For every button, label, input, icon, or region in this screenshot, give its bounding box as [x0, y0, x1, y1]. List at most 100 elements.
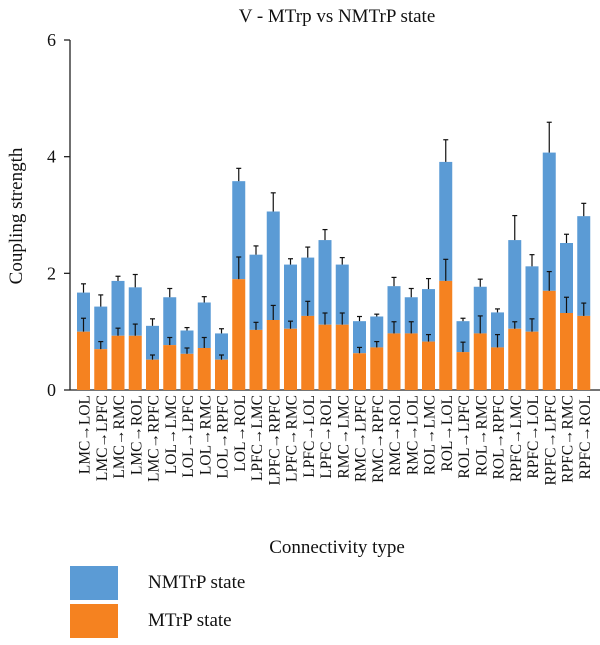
- bar-mtrp: [387, 333, 401, 390]
- bar-nmtrp: [353, 321, 366, 354]
- x-tick-label: LPFC→RMC: [284, 395, 301, 482]
- bar-mtrp: [163, 345, 177, 390]
- x-tick-label: RMC→LPFC: [353, 395, 370, 482]
- bar-nmtrp: [249, 254, 263, 330]
- bar-nmtrp: [128, 287, 142, 336]
- bar-nmtrp: [318, 240, 332, 325]
- x-tick-label: LOL→LMC: [163, 395, 180, 474]
- x-tick-label: RMC→LMC: [335, 395, 352, 479]
- bar-mtrp: [508, 328, 522, 390]
- bar-nmtrp: [370, 316, 384, 348]
- bar-nmtrp: [284, 264, 297, 329]
- bar-nmtrp: [542, 152, 556, 291]
- x-tick-labels: LMC→LOL LMC→LPFC LMC→RMC LMC→ROL LMC→RPFC LOL…: [77, 395, 594, 485]
- x-tick-label: RPFC→LPFC: [542, 395, 559, 485]
- x-tick-label: LMC→LOL: [77, 395, 94, 474]
- x-tick-label: ROL→LMC: [422, 395, 439, 475]
- bar-mtrp: [284, 328, 297, 390]
- bar-nmtrp: [146, 325, 159, 360]
- bar-mtrp: [77, 331, 90, 390]
- bar-mtrp: [456, 352, 470, 390]
- bar-mtrp: [577, 315, 591, 390]
- x-tick-label: RPFC→LMC: [508, 395, 525, 482]
- bar-nmtrp: [301, 257, 315, 316]
- bar-nmtrp: [508, 240, 522, 329]
- y-axis-label: Coupling strength: [6, 147, 27, 284]
- bar-mtrp: [301, 315, 315, 390]
- y-tick-label: 0: [47, 380, 56, 400]
- bar-nmtrp: [491, 312, 504, 348]
- bars: [77, 121, 591, 390]
- bar-nmtrp: [387, 286, 401, 334]
- x-tick-label: LOL→RPFC: [215, 395, 232, 479]
- bar-mtrp: [111, 335, 125, 390]
- bar-nmtrp: [180, 330, 194, 354]
- x-tick-label: LOL→ROL: [232, 395, 249, 472]
- x-tick-label: RMC→RPFC: [370, 395, 387, 483]
- bar-mtrp: [473, 333, 487, 390]
- bar-mtrp: [318, 324, 332, 390]
- x-tick-label: ROL→LPFC: [456, 395, 473, 479]
- legend-label-nmtrp: NMTrP state: [148, 572, 246, 593]
- bar-mtrp: [215, 359, 228, 390]
- y-tick-label: 4: [47, 147, 56, 167]
- bar-mtrp: [422, 341, 435, 390]
- bar-nmtrp: [77, 292, 90, 332]
- bar-nmtrp: [94, 306, 108, 350]
- bar-mtrp: [542, 290, 556, 390]
- bar-mtrp: [249, 329, 263, 390]
- legend-swatch-mtrp: [70, 604, 118, 638]
- x-tick-label: LMC→ROL: [128, 395, 145, 475]
- bar-nmtrp: [525, 266, 539, 332]
- bar-mtrp: [180, 353, 194, 390]
- bar-mtrp: [266, 320, 280, 390]
- x-tick-label: RMC→LOL: [404, 395, 421, 475]
- chart-title: V - MTrp vs NMTrP state: [239, 6, 436, 27]
- bar-mtrp: [560, 313, 573, 390]
- x-axis-label: Connectivity type: [269, 537, 405, 558]
- legend-item-nmtrp: NMTrP state: [70, 566, 245, 600]
- legend-item-mtrp: MTrP state: [70, 604, 232, 638]
- bar-mtrp: [94, 349, 108, 390]
- bar-nmtrp: [560, 243, 573, 313]
- x-tick-label: LPFC→RPFC: [266, 395, 283, 485]
- bar-mtrp: [128, 335, 142, 390]
- bar-mtrp: [439, 280, 453, 390]
- bar-nmtrp: [422, 289, 435, 342]
- bar-mtrp: [232, 279, 246, 390]
- bar-nmtrp: [215, 333, 228, 360]
- bar-mtrp: [404, 333, 418, 390]
- bar-mtrp: [335, 324, 349, 390]
- x-tick-label: LOL→LPFC: [180, 395, 197, 478]
- x-tick-label: ROL→LOL: [439, 395, 456, 472]
- x-tick-label: ROL→RPFC: [491, 395, 508, 479]
- bar-mtrp: [370, 347, 384, 390]
- x-tick-label: LMC→LPFC: [94, 395, 111, 481]
- bar-nmtrp: [266, 211, 280, 320]
- x-tick-label: RMC→ROL: [387, 395, 404, 476]
- y-tick-label: 2: [47, 263, 56, 283]
- x-tick-label: RPFC→RMC: [560, 395, 577, 483]
- y-tick-label: 6: [47, 30, 56, 50]
- legend-label-mtrp: MTrP state: [148, 610, 232, 631]
- x-tick-label: LOL→RMC: [197, 395, 214, 475]
- x-tick-label: LPFC→LOL: [301, 395, 318, 478]
- bar-nmtrp: [111, 280, 125, 336]
- bar-mtrp: [353, 353, 366, 390]
- x-tick-label: LMC→RMC: [111, 395, 128, 479]
- bar-nmtrp: [197, 302, 211, 348]
- x-tick-label: RPFC→LOL: [525, 395, 542, 479]
- x-tick-label: ROL→RMC: [473, 395, 490, 476]
- bar-nmtrp: [456, 321, 470, 353]
- x-tick-label: LPFC→ROL: [318, 395, 335, 479]
- x-tick-label: RPFC→ROL: [577, 395, 594, 479]
- bar-nmtrp: [163, 297, 177, 346]
- bar-nmtrp: [335, 264, 349, 325]
- bar-nmtrp: [404, 297, 418, 334]
- legend-swatch-nmtrp: [70, 566, 118, 600]
- bar-nmtrp: [232, 181, 246, 280]
- bar-nmtrp: [577, 216, 591, 316]
- bar-nmtrp: [439, 161, 453, 281]
